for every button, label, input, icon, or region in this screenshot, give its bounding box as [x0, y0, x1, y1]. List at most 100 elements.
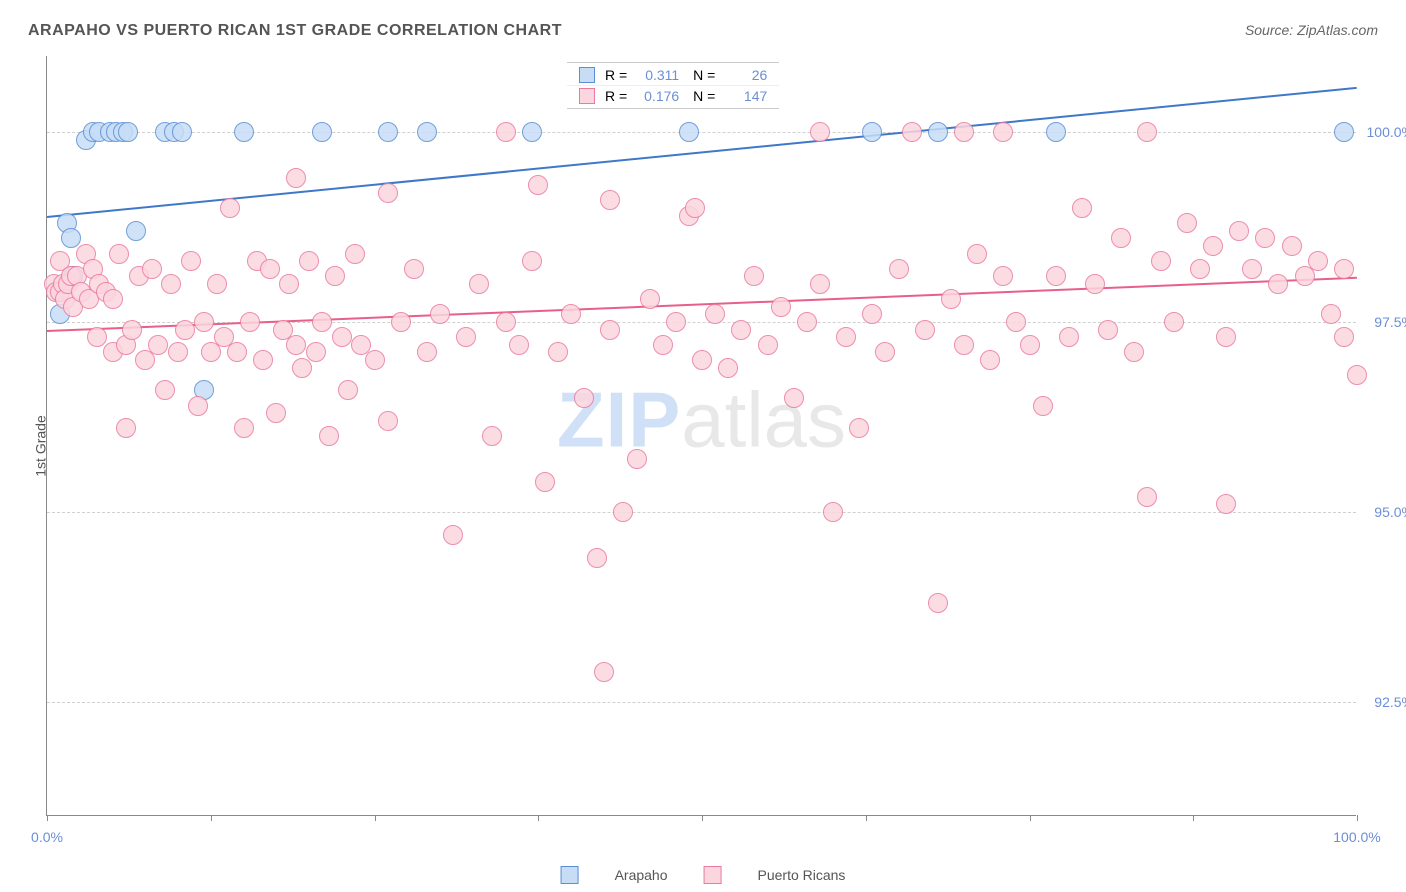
data-point [417, 122, 437, 142]
data-point [731, 320, 751, 340]
data-point [1255, 228, 1275, 248]
x-tick [538, 815, 539, 821]
data-point [319, 426, 339, 446]
data-point [496, 312, 516, 332]
data-point [528, 175, 548, 195]
data-point [1216, 494, 1236, 514]
data-point [87, 327, 107, 347]
y-tick-label: 92.5% [1374, 694, 1406, 710]
data-point [1151, 251, 1171, 271]
stats-legend-box: R =0.311 N =26 R =0.176 N =147 [567, 62, 779, 109]
data-point [378, 411, 398, 431]
data-point [1137, 487, 1157, 507]
x-tick [1193, 815, 1194, 821]
data-point [338, 380, 358, 400]
legend-swatch-series1 [561, 866, 579, 884]
source-label: Source: ZipAtlas.com [1245, 22, 1378, 38]
data-point [122, 320, 142, 340]
data-point [332, 327, 352, 347]
data-point [993, 266, 1013, 286]
data-point [1046, 266, 1066, 286]
data-point [889, 259, 909, 279]
y-tick-label: 97.5% [1374, 314, 1406, 330]
data-point [109, 244, 129, 264]
data-point [862, 122, 882, 142]
data-point [172, 122, 192, 142]
data-point [928, 593, 948, 613]
data-point [116, 418, 136, 438]
data-point [207, 274, 227, 294]
data-point [188, 396, 208, 416]
watermark: ZIPatlas [557, 375, 846, 466]
data-point [810, 274, 830, 294]
data-point [456, 327, 476, 347]
x-tick [211, 815, 212, 821]
data-point [522, 251, 542, 271]
data-point [1137, 122, 1157, 142]
legend-swatch-series2 [704, 866, 722, 884]
data-point [1268, 274, 1288, 294]
data-point [653, 335, 673, 355]
data-point [784, 388, 804, 408]
data-point [443, 525, 463, 545]
data-point [954, 335, 974, 355]
data-point [312, 122, 332, 142]
legend-label-series1: Arapaho [615, 867, 668, 883]
stats-row-series2: R =0.176 N =147 [567, 85, 779, 106]
data-point [980, 350, 1000, 370]
data-point [744, 266, 764, 286]
x-tick-label: 0.0% [31, 829, 63, 845]
data-point [1177, 213, 1197, 233]
stats-row-series1: R =0.311 N =26 [567, 65, 779, 85]
data-point [404, 259, 424, 279]
data-point [260, 259, 280, 279]
data-point [312, 312, 332, 332]
data-point [771, 297, 791, 317]
data-point [155, 380, 175, 400]
data-point [1308, 251, 1328, 271]
data-point [967, 244, 987, 264]
data-point [496, 122, 516, 142]
data-point [1216, 327, 1236, 347]
data-point [234, 418, 254, 438]
data-point [666, 312, 686, 332]
data-point [1046, 122, 1066, 142]
data-point [1321, 304, 1341, 324]
data-point [509, 335, 529, 355]
data-point [548, 342, 568, 362]
data-point [915, 320, 935, 340]
data-point [679, 122, 699, 142]
data-point [148, 335, 168, 355]
data-point [522, 122, 542, 142]
data-point [240, 312, 260, 332]
data-point [142, 259, 162, 279]
data-point [391, 312, 411, 332]
data-point [941, 289, 961, 309]
data-point [685, 198, 705, 218]
data-point [469, 274, 489, 294]
x-tick [47, 815, 48, 821]
data-point [561, 304, 581, 324]
data-point [325, 266, 345, 286]
data-point [194, 312, 214, 332]
data-point [627, 449, 647, 469]
bottom-legend: Arapaho Puerto Ricans [561, 866, 846, 884]
data-point [574, 388, 594, 408]
y-tick-label: 95.0% [1374, 504, 1406, 520]
data-point [705, 304, 725, 324]
data-point [1334, 327, 1354, 347]
data-point [1334, 122, 1354, 142]
data-point [836, 327, 856, 347]
x-tick [375, 815, 376, 821]
data-point [1085, 274, 1105, 294]
data-point [365, 350, 385, 370]
x-tick-label: 100.0% [1333, 829, 1380, 845]
data-point [299, 251, 319, 271]
data-point [758, 335, 778, 355]
data-point [378, 122, 398, 142]
data-point [928, 122, 948, 142]
data-point [482, 426, 502, 446]
data-point [823, 502, 843, 522]
data-point [345, 244, 365, 264]
data-point [535, 472, 555, 492]
